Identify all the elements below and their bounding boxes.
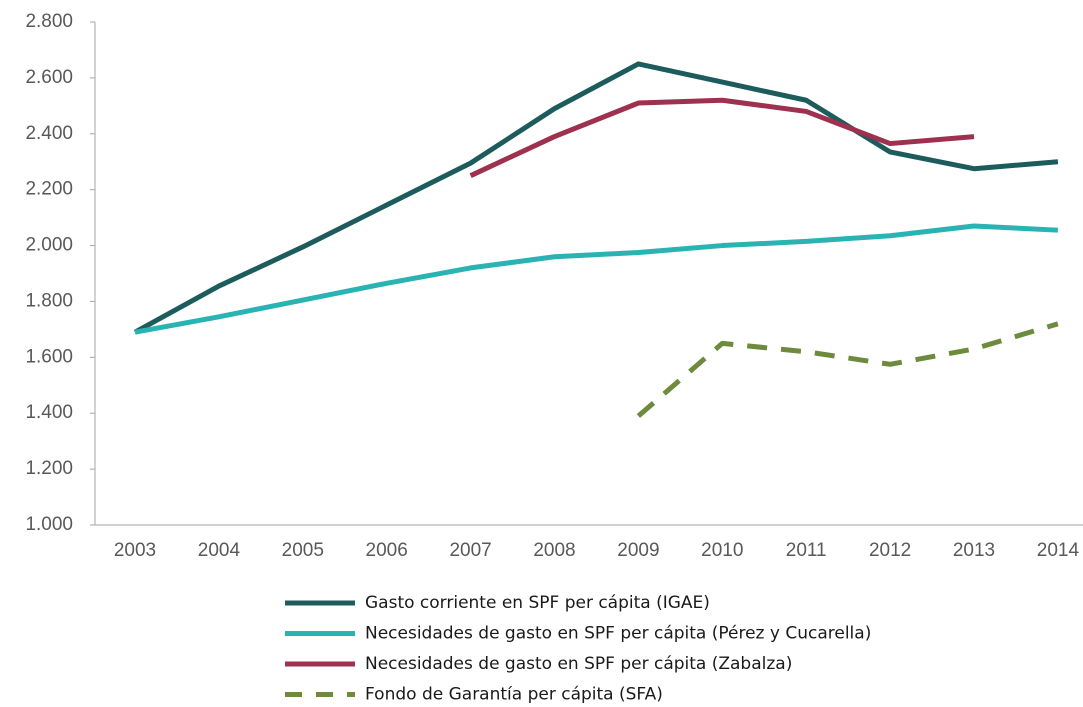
x-tick-label: 2003 bbox=[114, 540, 156, 561]
y-tick-label: 1.600 bbox=[25, 346, 73, 367]
x-tick-label: 2011 bbox=[786, 540, 827, 561]
series-line bbox=[469, 97, 975, 178]
x-tick-label: 2008 bbox=[533, 540, 575, 561]
x-tick-label: 2014 bbox=[1037, 540, 1080, 561]
x-tick-label: 2009 bbox=[617, 540, 659, 561]
y-tick-label: 2.800 bbox=[25, 11, 73, 32]
legend-label: Necesidades de gasto en SPF per cápita (… bbox=[365, 624, 871, 644]
x-tick-label: 2006 bbox=[366, 540, 408, 561]
y-tick-label: 2.000 bbox=[25, 235, 73, 256]
y-tick-label: 1.200 bbox=[25, 458, 73, 479]
series-line bbox=[134, 223, 1059, 335]
x-tick-label: 2010 bbox=[701, 540, 743, 561]
series-line bbox=[636, 321, 1059, 418]
x-tick-label: 2007 bbox=[449, 540, 491, 561]
y-tick-label: 1.400 bbox=[25, 402, 73, 423]
x-tick-label: 2005 bbox=[282, 540, 324, 561]
x-tick-label: 2013 bbox=[953, 540, 995, 561]
x-tick-label: 2012 bbox=[869, 540, 911, 561]
x-tick-label: 2004 bbox=[198, 540, 241, 561]
y-tick-label: 1.000 bbox=[25, 514, 73, 535]
legend-label: Fondo de Garantía per cápita (SFA) bbox=[365, 685, 663, 705]
y-tick-label: 2.600 bbox=[25, 67, 73, 88]
legend-label: Gasto corriente en SPF per cápita (IGAE) bbox=[365, 593, 710, 613]
series-line bbox=[133, 61, 1059, 335]
legend-label: Necesidades de gasto en SPF per cápita (… bbox=[365, 654, 792, 674]
y-tick-label: 2.400 bbox=[25, 123, 73, 144]
y-tick-label: 2.200 bbox=[25, 179, 73, 200]
y-tick-label: 1.800 bbox=[25, 290, 73, 311]
